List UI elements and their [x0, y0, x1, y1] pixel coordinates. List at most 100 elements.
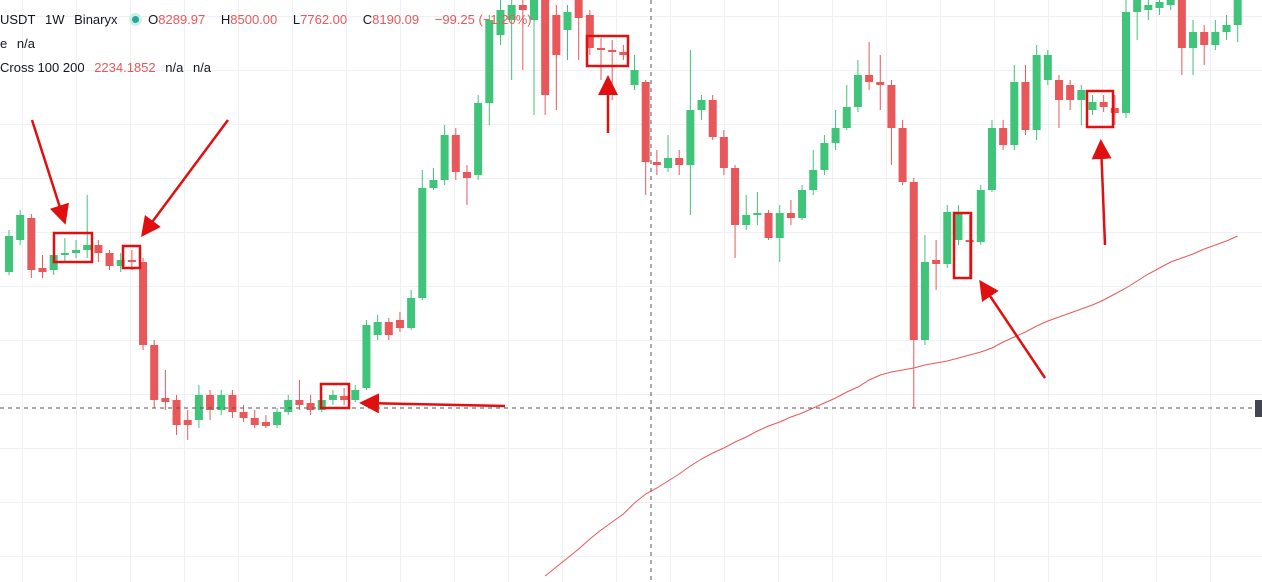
candle-body	[373, 322, 382, 335]
candle-body	[898, 128, 907, 182]
status-dot	[131, 16, 139, 23]
indicator-row: e n/a	[0, 32, 538, 56]
candle-body	[619, 52, 628, 55]
candle-body	[1177, 0, 1186, 48]
candle-body	[1222, 25, 1231, 32]
arrow	[979, 279, 1047, 379]
candle-body	[27, 218, 36, 270]
indicator-value: 2234.1852	[94, 60, 156, 75]
symbol: USDT	[0, 12, 36, 27]
legend: USDT 1W Binaryx O8289.97 H8500.00 L7762.…	[0, 8, 538, 80]
candle-body	[328, 395, 337, 400]
candle-body	[1032, 55, 1041, 130]
candle-body	[1054, 80, 1063, 100]
candle-body	[675, 158, 684, 165]
candle-body	[440, 135, 449, 180]
candle-body	[541, 0, 550, 95]
indicator-row: Cross 100 200 2234.1852 n/a n/a	[0, 56, 538, 80]
candle-body	[418, 188, 427, 298]
candle-body	[1189, 32, 1198, 48]
candle-body	[708, 100, 717, 137]
candle-body	[38, 268, 47, 272]
candle-body	[1122, 12, 1130, 113]
candle-body	[72, 250, 81, 253]
candle-body	[172, 400, 181, 425]
candle-body	[239, 412, 248, 418]
candle-body	[273, 412, 282, 425]
box	[585, 34, 630, 68]
candle-body	[127, 260, 136, 262]
box	[319, 382, 351, 410]
candle-body	[630, 70, 639, 85]
candle-body	[987, 128, 996, 190]
candle-body	[183, 420, 192, 425]
candle-body	[842, 107, 851, 128]
candle-body	[161, 398, 170, 402]
candle-body	[574, 0, 583, 18]
candle-body	[395, 320, 404, 328]
indicator-name: e	[0, 36, 8, 51]
candle-body	[1088, 102, 1097, 110]
candle-body	[462, 172, 471, 178]
change: −99.25 (−1.20%)	[434, 12, 532, 27]
box	[952, 211, 973, 280]
candle-body	[295, 400, 304, 405]
indicator-value: n/a	[192, 60, 212, 75]
candle-body	[932, 260, 941, 264]
arrow	[30, 119, 69, 225]
candle-body	[507, 5, 516, 20]
candle-body	[608, 50, 617, 52]
indicator-value: n/a	[165, 60, 184, 75]
arrow	[141, 119, 230, 238]
candle-body	[809, 170, 818, 190]
candle-body	[887, 85, 896, 128]
ohlc-close: C8190.09	[363, 12, 425, 27]
value: 8190.09	[372, 12, 420, 27]
arrows	[30, 75, 1112, 414]
candle-body	[485, 20, 494, 103]
candle-body	[798, 190, 807, 218]
label: L	[292, 12, 301, 27]
label: C	[362, 12, 373, 27]
candle-body	[585, 15, 594, 48]
candle-body	[60, 253, 69, 255]
candle-body	[976, 190, 985, 242]
ohlc-high: H8500.00	[221, 12, 283, 27]
candle-body	[876, 82, 885, 85]
candle-body	[407, 298, 416, 328]
candle-body	[1233, 0, 1242, 25]
candle-body	[697, 100, 706, 110]
candle-body	[474, 103, 483, 175]
candle-body	[920, 262, 929, 340]
candle-body	[686, 110, 695, 165]
candle-body	[206, 395, 215, 410]
value: 8500.00	[230, 12, 278, 27]
highlight-boxes	[52, 34, 1115, 410]
candle-body	[719, 137, 728, 168]
candle-body	[786, 213, 795, 218]
ohlc-open: O8289.97	[148, 12, 211, 27]
candle-body	[552, 15, 561, 55]
candle-body	[1133, 0, 1142, 12]
candle-body	[1110, 108, 1119, 113]
candle-body	[1099, 102, 1108, 107]
candle-body	[965, 240, 974, 242]
candle-body	[150, 345, 159, 400]
candle-body	[384, 322, 393, 335]
candle-body	[194, 395, 203, 420]
candle-body	[820, 143, 829, 170]
candle-body	[5, 236, 13, 272]
candle-body	[1166, 0, 1175, 5]
candle-body	[1077, 90, 1086, 100]
candle-body	[116, 260, 125, 266]
candle-body	[731, 168, 740, 225]
candle-body	[529, 0, 538, 20]
candle-body	[362, 325, 371, 388]
candle-body	[1155, 2, 1164, 8]
indicator-line	[544, 235, 1238, 577]
box	[52, 231, 94, 264]
candle-body	[1066, 85, 1075, 100]
candle-body	[664, 158, 673, 168]
